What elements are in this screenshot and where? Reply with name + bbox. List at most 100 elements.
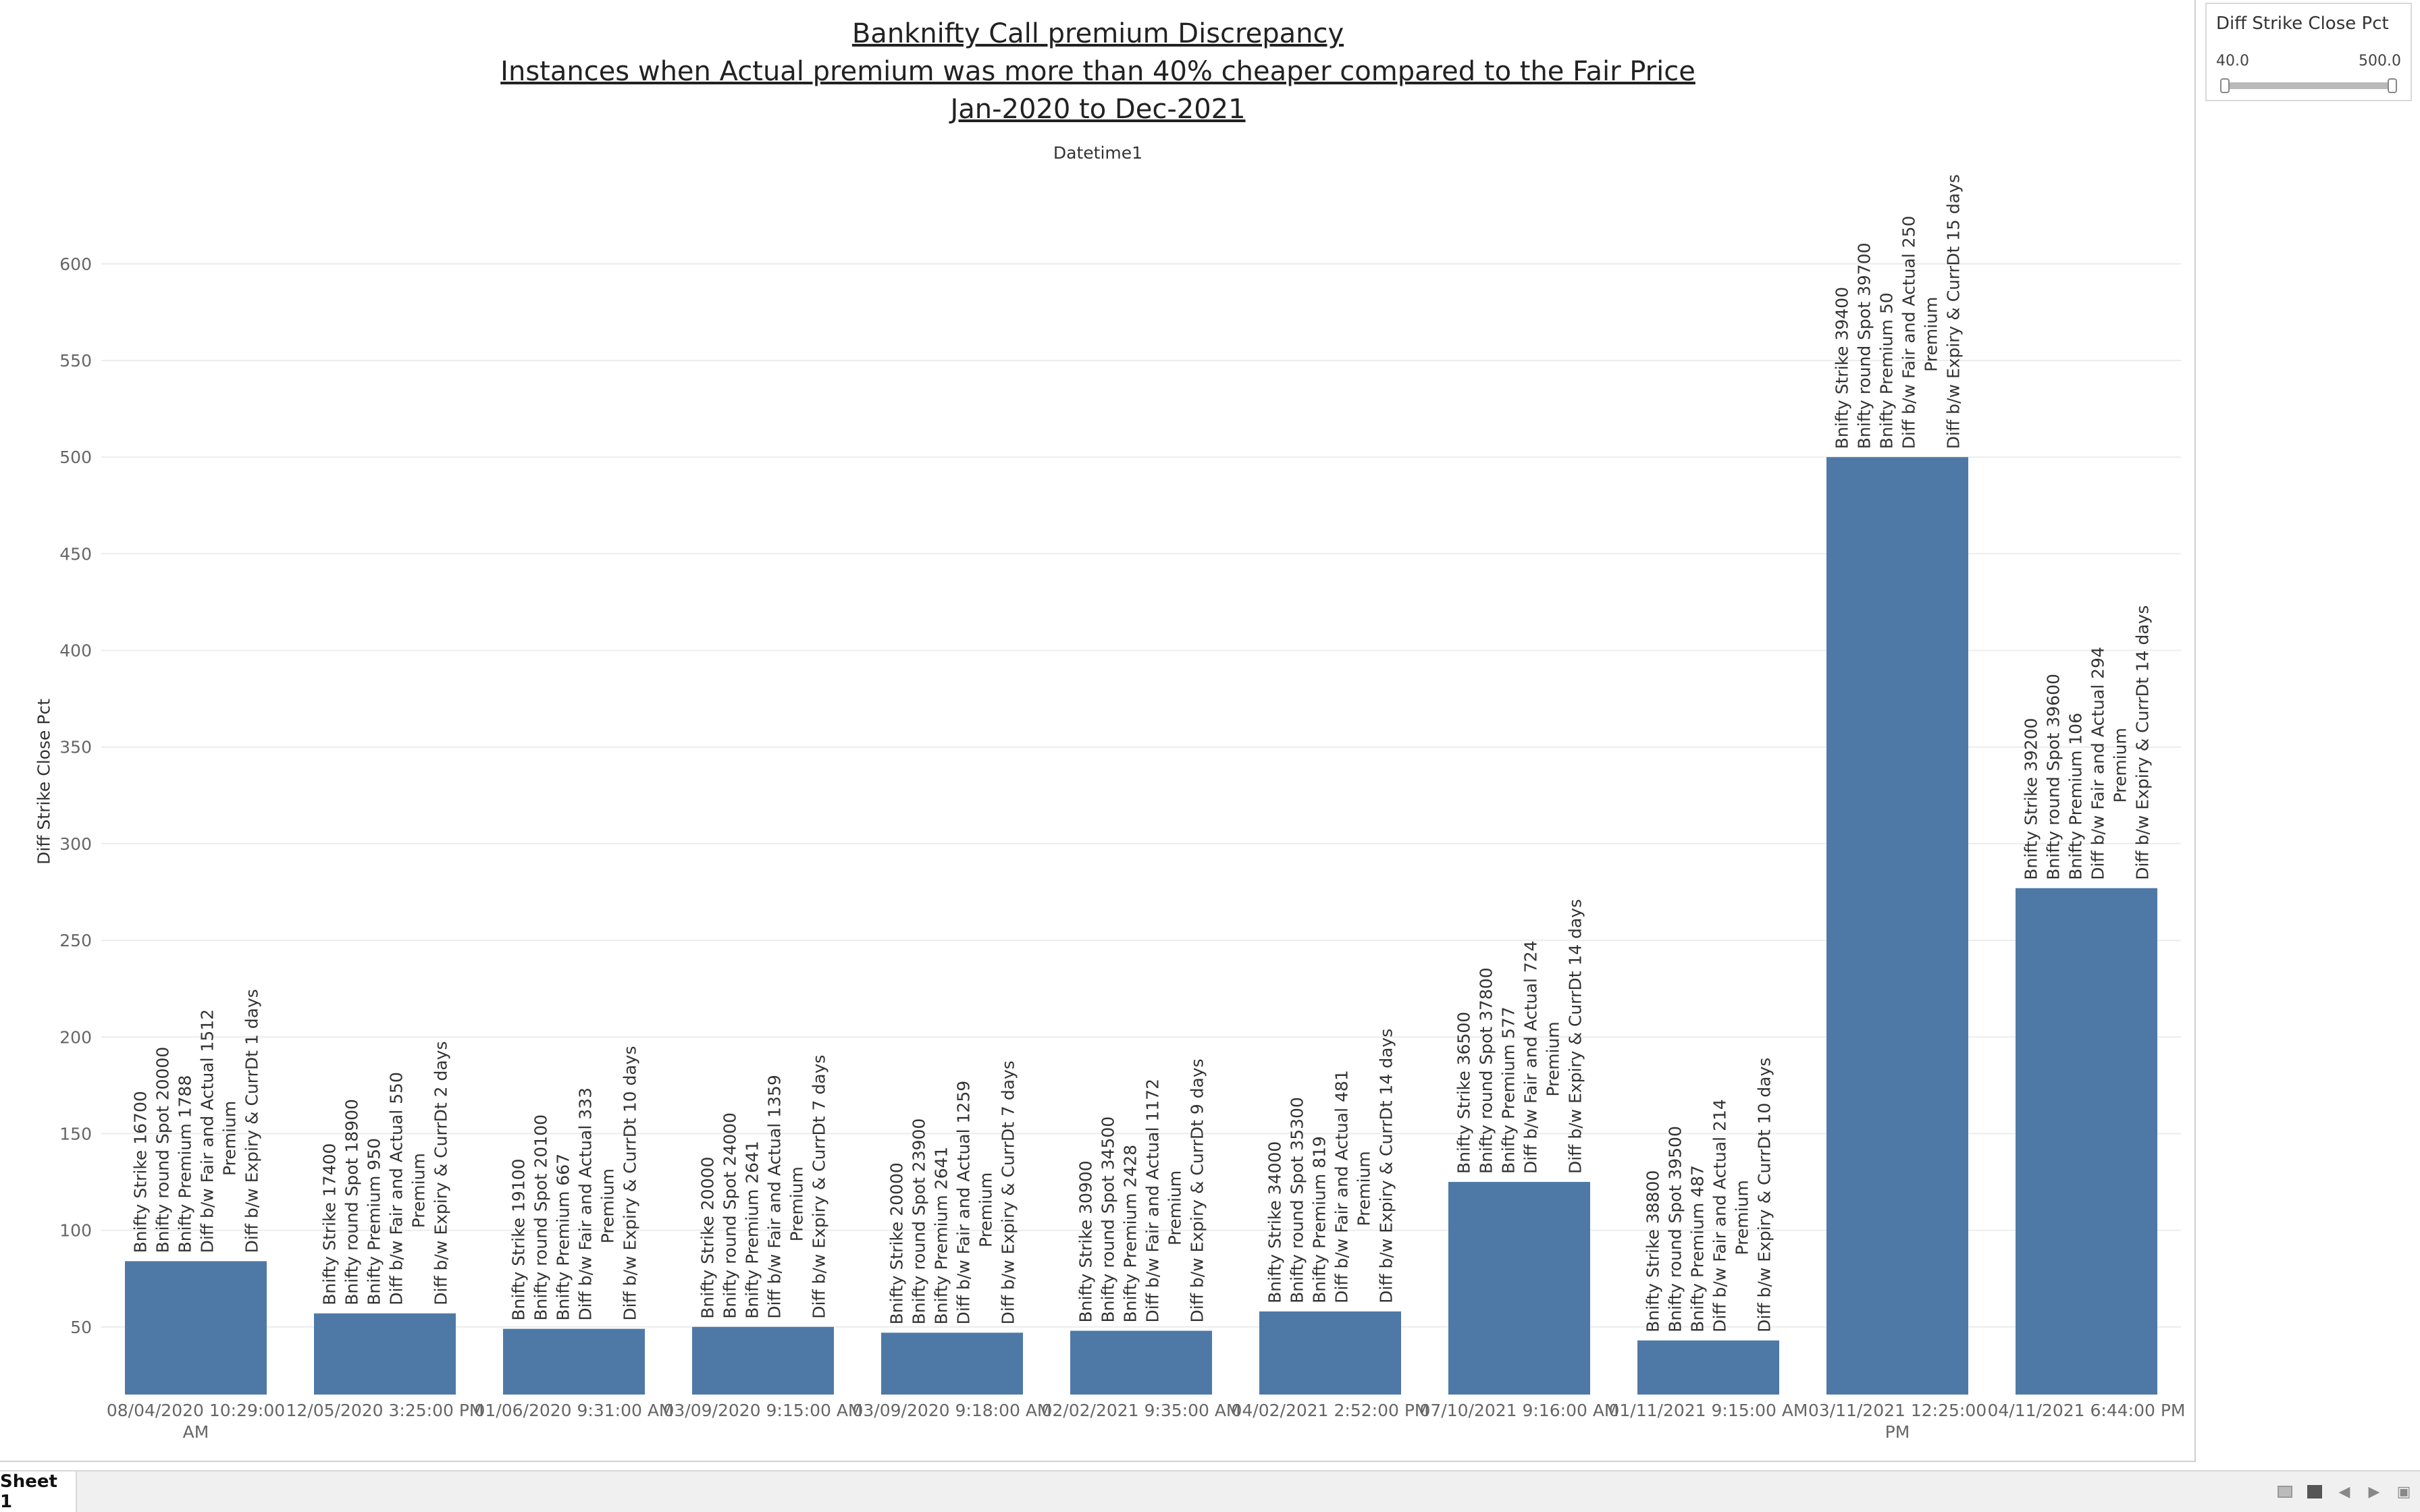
- x-tick-label: 04/11/2021 6:44:00 PM: [1987, 1401, 2185, 1420]
- bar-label-line: Diff b/w Expiry & CurrDt 15 days: [1944, 174, 1964, 449]
- bar-label-line: Bnifty Premium 950: [365, 1138, 384, 1305]
- x-tick-label: PM: [1885, 1422, 1910, 1442]
- bar-label-line: Diff b/w Expiry & CurrDt 14 days: [1377, 1029, 1396, 1303]
- y-tick-label: 250: [59, 931, 92, 950]
- bar-data-label: Bnifty Strike 20000 Bnifty round Spot 240…: [698, 1055, 829, 1319]
- y-tick-label: 500: [59, 448, 92, 467]
- sheet-sorter-icon[interactable]: [2277, 1484, 2293, 1500]
- bar: [881, 1332, 1023, 1395]
- bar-label-line: Diff b/w Expiry & CurrDt 10 days: [1755, 1058, 1774, 1332]
- sheet-tab-bar: Sheet 1 ◀ ▶ ▣: [0, 1470, 2420, 1512]
- bar-label-line: Bnifty Strike 20000: [698, 1157, 718, 1319]
- bar-label-line: Bnifty Strike 39400: [1833, 287, 1852, 449]
- bar-label-line: Diff b/w Fair and Actual 724: [1521, 940, 1541, 1174]
- bar-label-line: Premium: [1354, 1151, 1374, 1226]
- bar: [1448, 1182, 1590, 1395]
- bar-label-line: Diff b/w Fair and Actual 1359: [765, 1075, 785, 1319]
- bar-label-line: Diff b/w Fair and Actual 550: [387, 1072, 406, 1305]
- bar-label-line: Bnifty Premium 577: [1499, 1006, 1519, 1174]
- bar: [1637, 1340, 1779, 1395]
- x-tick-label: 12/05/2020 3:25:00 PM: [286, 1401, 483, 1420]
- range-slider-min-handle[interactable]: [2220, 78, 2230, 93]
- x-tick-label: 02/02/2021 9:35:00 AM: [1041, 1401, 1240, 1420]
- bar-label-line: Bnifty Strike 16700: [131, 1091, 151, 1253]
- bar-label-line: Bnifty Strike 36500: [1454, 1012, 1474, 1174]
- bar: [314, 1313, 456, 1395]
- bar: [692, 1326, 834, 1395]
- bar-label-line: Premium: [220, 1101, 240, 1176]
- bar-label-line: Bnifty round Spot 20100: [531, 1114, 551, 1321]
- bar-label-line: Bnifty Strike 39200: [2022, 718, 2041, 880]
- bar-label-line: Premium: [1165, 1170, 1185, 1245]
- column-header: Datetime1: [1053, 143, 1143, 163]
- x-tick-label: 04/02/2021 2:52:00 PM: [1231, 1401, 1429, 1420]
- bar: [1070, 1330, 1212, 1395]
- y-tick-label: 50: [70, 1318, 92, 1337]
- bar-label-line: Diff b/w Expiry & CurrDt 14 days: [1566, 899, 1585, 1174]
- bar-label-line: Diff b/w Fair and Actual 1512: [198, 1009, 217, 1253]
- bar: [1826, 457, 1968, 1395]
- bar-label-line: Diff b/w Fair and Actual 481: [1332, 1070, 1352, 1303]
- bar-data-label: Bnifty Strike 38800 Bnifty round Spot 395…: [1643, 1058, 1774, 1332]
- range-slider-max-handle[interactable]: [2388, 78, 2397, 93]
- bar-label-line: Premium: [976, 1172, 996, 1247]
- bar-label-line: Bnifty round Spot 39700: [1855, 243, 1874, 450]
- bar-label-line: Bnifty Strike 20000: [887, 1162, 907, 1324]
- bar-label-line: Bnifty Premium 667: [554, 1154, 573, 1321]
- y-tick-label: 200: [59, 1027, 92, 1047]
- bar: [2016, 888, 2157, 1395]
- bar-label-line: Diff b/w Expiry & CurrDt 10 days: [621, 1046, 640, 1321]
- x-tick-label: 03/09/2020 9:15:00 AM: [663, 1401, 862, 1420]
- chart-title: Banknifty Call premium Discrepancy Insta…: [0, 15, 2196, 128]
- bar: [503, 1328, 645, 1395]
- x-tick-label: 01/11/2021 9:15:00 AM: [1608, 1401, 1808, 1420]
- filter-max-value: 500.0: [2359, 53, 2401, 70]
- bar-label-line: Bnifty Premium 2641: [932, 1147, 951, 1325]
- bar-data-label: Bnifty Strike 39400 Bnifty round Spot 397…: [1833, 174, 1964, 449]
- previous-sheet-icon[interactable]: ◀: [2338, 1483, 2350, 1500]
- bar-label-line: Bnifty Premium 106: [2066, 713, 2086, 880]
- y-tick-label: 100: [59, 1221, 92, 1241]
- bar-data-label: Bnifty Strike 30900 Bnifty round Spot 345…: [1076, 1058, 1207, 1322]
- bar-label-line: Premium: [1733, 1180, 1752, 1255]
- bar-label-line: Diff b/w Fair and Actual 333: [576, 1087, 596, 1321]
- bar-label-line: Bnifty round Spot 39500: [1666, 1126, 1685, 1332]
- x-tick-label: 07/10/2021 9:16:00 AM: [1419, 1401, 1619, 1420]
- sheet-tab[interactable]: Sheet 1: [0, 1472, 77, 1512]
- bar-label-line: Bnifty round Spot 37800: [1477, 967, 1496, 1174]
- bar-label-line: Premium: [2111, 728, 2130, 803]
- bar-label-line: Diff b/w Fair and Actual 294: [2088, 647, 2108, 880]
- bar-label-line: Diff b/w Fair and Actual 1259: [954, 1081, 974, 1325]
- range-slider-track[interactable]: [2224, 82, 2393, 89]
- bar-label-line: Bnifty round Spot 23900: [910, 1118, 929, 1325]
- y-tick-label: 450: [59, 544, 92, 564]
- bar-label-line: Diff b/w Expiry & CurrDt 14 days: [2133, 605, 2153, 880]
- bar-chart: 50 100 150 200 250 300 350 400 450 500 550 600 08/04…: [59, 174, 2185, 1442]
- sheet-nav-icons: ◀ ▶ ▣: [2277, 1483, 2412, 1500]
- y-tick-label: 150: [59, 1124, 92, 1143]
- bar-data-label: Bnifty Strike 36500 Bnifty round Spot 378…: [1454, 899, 1585, 1174]
- filter-card: Diff Strike Close Pct 40.0 500.0: [2205, 3, 2412, 101]
- viz-frame: Banknifty Call premium Discrepancy Insta…: [0, 0, 2196, 1462]
- present-mode-icon[interactable]: ▣: [2396, 1483, 2411, 1500]
- y-tick-label: 600: [59, 254, 92, 274]
- next-sheet-icon[interactable]: ▶: [2368, 1483, 2380, 1500]
- bar-label-line: Diff b/w Fair and Actual 214: [1710, 1099, 1730, 1332]
- bar-label-line: Bnifty Strike 30900: [1076, 1160, 1096, 1322]
- y-tick-label: 550: [59, 351, 92, 371]
- bar-data-label: Bnifty Strike 20000 Bnifty round Spot 239…: [887, 1060, 1018, 1324]
- bar-label-line: Bnifty Premium 819: [1310, 1136, 1330, 1303]
- bar-data-label: Bnifty Strike 39200 Bnifty round Spot 396…: [2022, 605, 2153, 880]
- bar-label-line: Bnifty round Spot 34500: [1099, 1116, 1118, 1323]
- bar-label-line: Diff b/w Expiry & CurrDt 9 days: [1188, 1058, 1207, 1322]
- bar-label-line: Bnifty Strike 19100: [509, 1158, 529, 1320]
- x-tick-label: 03/11/2021 12:25:00: [1808, 1401, 1987, 1420]
- filmstrip-icon[interactable]: [2307, 1484, 2323, 1500]
- bar-label-line: Bnifty round Spot 24000: [720, 1112, 740, 1319]
- y-tick-label: 400: [59, 641, 92, 661]
- y-tick-label: 300: [59, 834, 92, 854]
- bar-label-line: Diff b/w Expiry & CurrDt 2 days: [431, 1042, 451, 1305]
- filter-title: Diff Strike Close Pct: [2216, 14, 2389, 34]
- bar-label-line: Bnifty Premium 487: [1688, 1165, 1708, 1332]
